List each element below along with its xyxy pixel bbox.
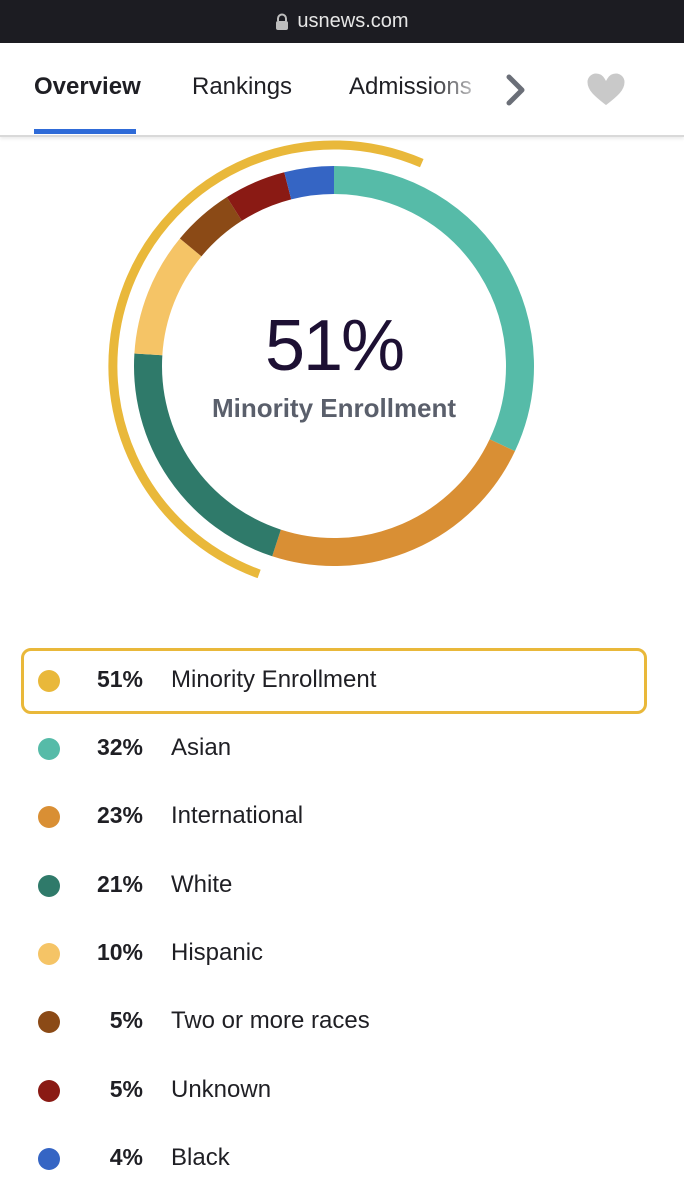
legend-color-dot xyxy=(38,738,60,760)
legend-color-dot xyxy=(38,943,60,965)
minority-enrollment-ring xyxy=(108,140,424,579)
legend-label: Hispanic xyxy=(171,939,264,966)
legend-item[interactable]: 51% Minority Enrollment xyxy=(21,648,647,714)
legend-item[interactable]: 23% International xyxy=(21,784,647,850)
tab-rankings[interactable]: Rankings xyxy=(192,73,293,100)
legend-item[interactable]: 4% Black xyxy=(21,1126,647,1192)
donut-slice[interactable] xyxy=(134,238,202,356)
legend-color-dot xyxy=(38,875,60,897)
legend-item[interactable]: 5% Two or more races xyxy=(21,989,647,1055)
chevron-right-icon[interactable] xyxy=(500,72,530,108)
donut-slice[interactable] xyxy=(179,197,243,257)
donut-slice[interactable] xyxy=(272,439,515,566)
section-tabs: Overview Rankings Admissions xyxy=(0,43,684,137)
url-bar[interactable]: usnews.com xyxy=(0,0,684,43)
legend-percent: 5% xyxy=(109,1076,143,1102)
legend-percent: 21% xyxy=(96,871,143,897)
legend-item[interactable]: 10% Hispanic xyxy=(21,921,647,987)
legend-percent: 10% xyxy=(96,939,143,965)
legend-percent: 5% xyxy=(109,1007,143,1033)
donut-slice[interactable] xyxy=(226,172,292,221)
legend-color-dot xyxy=(38,1011,60,1033)
legend-label: Black xyxy=(171,1144,230,1171)
heart-icon[interactable] xyxy=(583,70,629,110)
legend-percent: 4% xyxy=(109,1144,143,1170)
active-tab-indicator xyxy=(34,129,136,134)
legend-label: International xyxy=(171,802,304,829)
legend-color-dot xyxy=(38,1080,60,1102)
legend-label: Two or more races xyxy=(171,1007,370,1034)
legend-color-dot xyxy=(38,806,60,828)
url-text: usnews.com xyxy=(297,10,409,32)
tab-fade xyxy=(430,63,490,113)
legend-item[interactable]: 21% White xyxy=(21,853,647,919)
donut-slice[interactable] xyxy=(333,166,534,452)
legend-percent: 32% xyxy=(96,734,143,760)
legend-percent: 51% xyxy=(96,666,143,692)
legend-label: Unknown xyxy=(171,1076,272,1103)
donut-chart xyxy=(108,140,534,579)
donut-slice[interactable] xyxy=(284,166,335,200)
center-value: 51% xyxy=(264,306,405,386)
legend-color-dot xyxy=(38,670,60,692)
donut-slice[interactable] xyxy=(134,353,282,557)
legend-color-dot xyxy=(38,1148,60,1170)
legend-percent: 23% xyxy=(96,802,143,828)
lock-icon xyxy=(276,13,289,30)
center-label: Minority Enrollment xyxy=(211,393,457,423)
legend-item[interactable]: 5% Unknown xyxy=(21,1058,647,1124)
tab-overview[interactable]: Overview xyxy=(34,73,141,100)
legend-item[interactable]: 32% Asian xyxy=(21,716,647,782)
legend-label: Minority Enrollment xyxy=(171,666,377,693)
legend-label: White xyxy=(171,871,233,898)
legend-label: Asian xyxy=(171,734,232,761)
